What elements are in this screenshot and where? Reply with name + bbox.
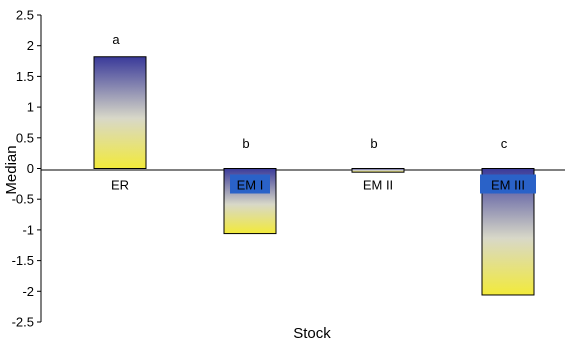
category-label: EM I [237,178,264,193]
bar-group [93,56,535,296]
y-tick-label: 1 [27,100,34,115]
y-tick-group: 2.5 2 1.5 1 0.5 0 -0.5 -1 -1.5 -2 -2.5 [12,8,41,330]
y-tick-label: 2 [27,38,34,53]
category-label-group: ER EM I EM II EM III [111,174,536,194]
category-label: EM III [491,178,525,193]
bar [351,168,405,173]
significance-letter: a [112,32,120,47]
significance-letter: b [242,136,249,151]
y-tick-label: -0.5 [12,192,34,207]
x-axis-title: Stock [293,325,331,342]
y-tick-label: 1.5 [16,69,34,84]
y-tick-label: 0 [27,161,34,176]
significance-letter-group: a b b c [112,32,507,151]
y-tick-label: 2.5 [16,8,34,23]
significance-letter: c [501,136,508,151]
y-axis-title: Median [3,145,20,194]
category-label-background [480,174,536,194]
significance-letter: b [370,136,377,151]
y-tick-label: -2 [22,284,34,299]
category-label: EM II [363,178,393,193]
y-tick-label: -2.5 [12,315,34,330]
y-tick-label: -1 [22,222,34,237]
category-label: ER [111,178,129,193]
y-tick-label: -1.5 [12,253,34,268]
y-tick-label: 0.5 [16,130,34,145]
bar [93,56,147,169]
category-label-background [230,174,270,194]
